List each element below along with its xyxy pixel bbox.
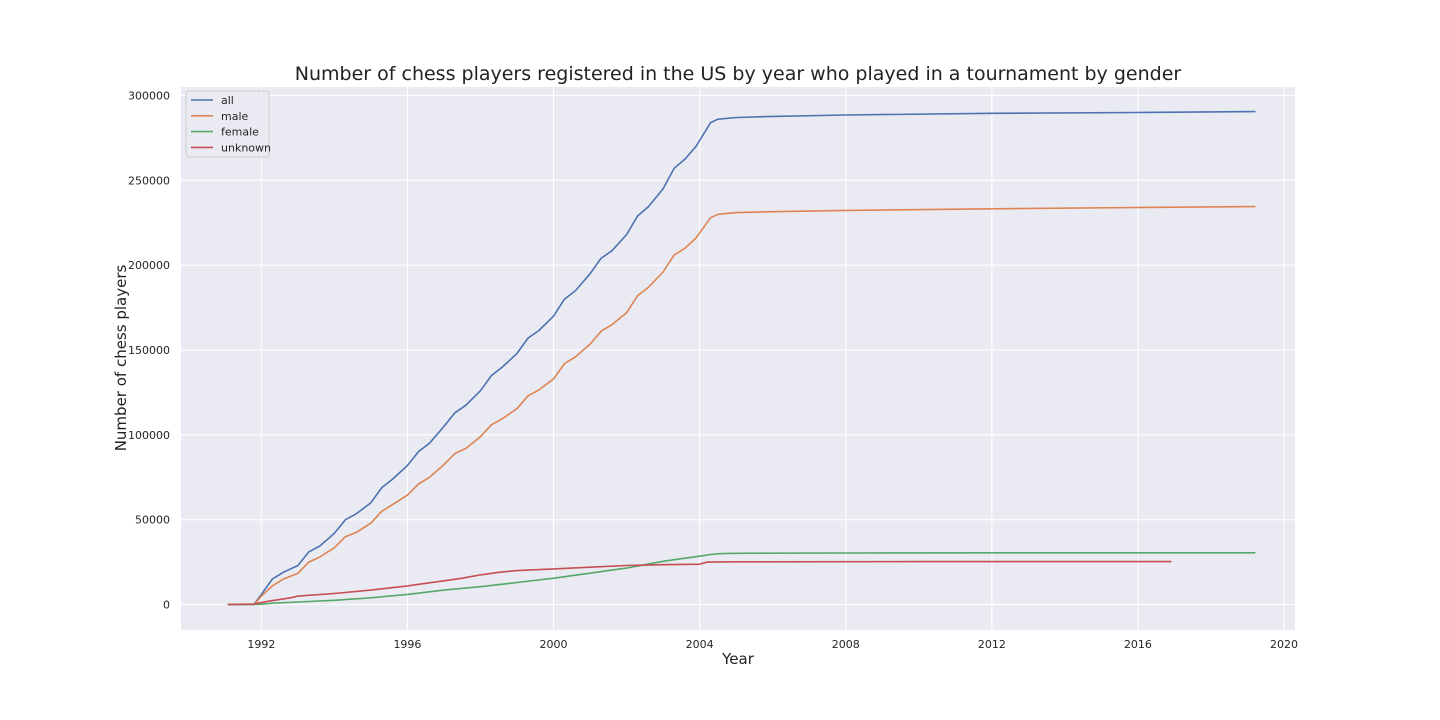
x-gridlines <box>260 87 1285 630</box>
x-tick-label: 2020 <box>1270 638 1298 651</box>
series-line-unknown <box>227 560 1172 606</box>
plot-background <box>181 87 1295 630</box>
y-tick-label: 50000 <box>135 514 170 527</box>
y-gridlines <box>181 94 1295 606</box>
x-tick-label: 2016 <box>1124 638 1152 651</box>
series-lines <box>227 110 1256 606</box>
x-tick-label: 2000 <box>540 638 568 651</box>
y-tick-label: 150000 <box>128 344 170 357</box>
x-tick-label: 2012 <box>978 638 1006 651</box>
x-axis-label: Year <box>721 650 755 668</box>
y-tick-label: 250000 <box>128 174 170 187</box>
x-tick-label: 2008 <box>832 638 860 651</box>
legend-label-male: male <box>221 110 249 123</box>
series-line-all <box>227 110 1256 606</box>
x-tick-label: 1992 <box>247 638 275 651</box>
y-tick-label: 100000 <box>128 429 170 442</box>
series-line-female <box>227 552 1256 606</box>
legend-box <box>185 90 270 158</box>
chart-title: Number of chess players registered in th… <box>295 63 1182 85</box>
y-axis-label: Number of chess players <box>112 265 130 452</box>
legend-label-female: female <box>221 126 259 139</box>
legend-label-all: all <box>221 94 234 107</box>
y-tick-label: 0 <box>163 599 170 612</box>
legend-label-unknown: unknown <box>221 141 271 154</box>
x-tick-labels: 1992 1996 2000 2004 2008 2012 2016 2020 <box>247 638 1298 651</box>
legend: all male female unknown <box>185 90 271 158</box>
y-tick-labels: 0 50000 100000 150000 200000 250000 300000 <box>128 89 170 611</box>
y-tick-label: 300000 <box>128 89 170 102</box>
series-line-male <box>227 205 1256 606</box>
x-tick-label: 2004 <box>686 638 714 651</box>
x-tick-label: 1996 <box>393 638 421 651</box>
y-tick-label: 200000 <box>128 259 170 272</box>
